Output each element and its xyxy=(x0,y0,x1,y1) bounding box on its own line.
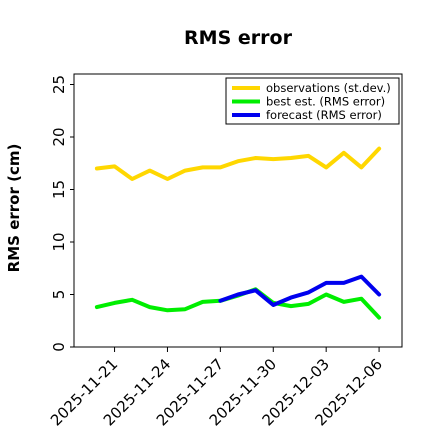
y-tick-label: 15 xyxy=(50,180,68,199)
legend-label-1: best est. (RMS error) xyxy=(266,95,385,109)
legend-label-0: observations (st.dev.) xyxy=(266,81,391,95)
series-line-0 xyxy=(94,146,382,181)
x-axis: 2025-11-212025-11-242025-11-272025-11-30… xyxy=(47,347,386,429)
series-line-2 xyxy=(218,274,382,307)
y-tick-label: 20 xyxy=(50,127,68,146)
chart-title: RMS error xyxy=(184,27,293,49)
y-axis-label: RMS error (cm) xyxy=(5,144,23,273)
y-tick-label: 5 xyxy=(50,290,68,300)
y-tick-label: 0 xyxy=(50,342,68,352)
y-tick-label: 10 xyxy=(50,232,68,251)
legend: observations (st.dev.)best est. (RMS err… xyxy=(225,77,400,125)
y-axis: 0 5 10 15 20 25 xyxy=(50,75,74,352)
series-layer xyxy=(94,146,382,320)
y-tick-label: 25 xyxy=(50,75,68,94)
plot-area-frame xyxy=(73,73,403,348)
legend-label-2: forecast (RMS error) xyxy=(266,108,382,122)
